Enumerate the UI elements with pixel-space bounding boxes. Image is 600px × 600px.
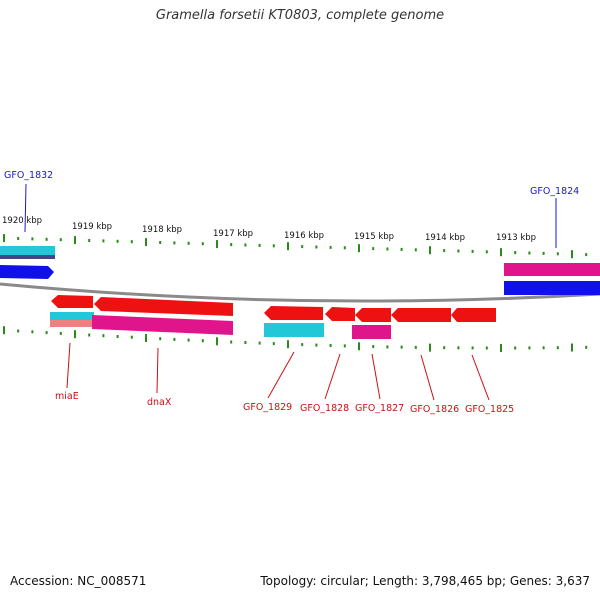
topology-text: Topology: circular; Length: 3,798,465 bp… xyxy=(260,574,590,588)
top-tick-row xyxy=(3,234,588,259)
kbp-label-1914: 1914 kbp xyxy=(425,233,465,243)
cds-arrow-GFO_1827[interactable] xyxy=(355,308,391,322)
leader-GFO_1825 xyxy=(471,354,490,401)
gene-feature-magenta-right[interactable] xyxy=(504,263,600,276)
gene-feature-cyan-miaE[interactable] xyxy=(50,312,94,320)
cds-arrow-GFO_1825[interactable] xyxy=(451,308,496,322)
gene-label-miaE[interactable]: miaE xyxy=(55,391,79,402)
gene-label-GFO_1829[interactable]: GFO_1829 xyxy=(243,402,292,413)
cds-arrow-miaE[interactable] xyxy=(51,295,93,308)
cds-arrow-dnaX[interactable] xyxy=(94,297,233,316)
gene-feature-blue-right[interactable] xyxy=(504,281,600,295)
accession-text: Accession: NC_008571 xyxy=(10,574,147,588)
kbp-scale: 1920 kbp 1919 kbp 1918 kbp 1917 kbp 1916… xyxy=(2,216,536,243)
leader-GFO_1827 xyxy=(371,353,381,400)
cds-arrow-GFO_1829[interactable] xyxy=(264,306,323,320)
gene-label-GFO_1824[interactable]: GFO_1824 xyxy=(530,186,579,197)
gene-feature-cyan-left[interactable] xyxy=(0,246,55,255)
gene-feature-pink-miaE[interactable] xyxy=(50,320,94,327)
kbp-label-1920: 1920 kbp xyxy=(2,216,42,226)
gene-label-GFO_1825[interactable]: GFO_1825 xyxy=(465,404,514,415)
cds-arrow-GFO_1826[interactable] xyxy=(391,308,451,322)
leader-GFO_1826 xyxy=(420,354,435,401)
gene-feature-magenta-GFO_1827[interactable] xyxy=(352,325,391,339)
leader-GFO_1832 xyxy=(24,183,27,233)
kbp-label-1917: 1917 kbp xyxy=(213,229,253,239)
kbp-label-1913: 1913 kbp xyxy=(496,233,536,243)
kbp-label-1919: 1919 kbp xyxy=(72,222,112,232)
gene-label-GFO_1832[interactable]: GFO_1832 xyxy=(4,170,53,181)
genome-backbone xyxy=(0,282,600,303)
leader-GFO_1828 xyxy=(324,353,341,400)
gene-feature-cyan-GFO_1829[interactable] xyxy=(264,323,324,337)
cds-arrow-GFO_1828[interactable] xyxy=(325,307,355,321)
gene-label-GFO_1827[interactable]: GFO_1827 xyxy=(355,403,404,414)
map-title: Gramella forsetii KT0803, complete genom… xyxy=(155,8,445,23)
cds-arrow-blue-left[interactable] xyxy=(0,265,54,279)
kbp-label-1916: 1916 kbp xyxy=(284,231,324,241)
gene-feature-magenta-dnaX[interactable] xyxy=(92,315,233,335)
leader-dnaX xyxy=(156,347,159,394)
kbp-label-1915: 1915 kbp xyxy=(354,232,394,242)
leader-GFO_1829 xyxy=(267,351,295,399)
gene-label-GFO_1826[interactable]: GFO_1826 xyxy=(410,404,459,415)
bottom-tick-row xyxy=(3,326,588,352)
gene-label-dnaX[interactable]: dnaX xyxy=(147,397,172,408)
gene-label-GFO_1828[interactable]: GFO_1828 xyxy=(300,403,349,414)
leader-miaE xyxy=(66,342,71,389)
gene-feature-blue-left-thin[interactable] xyxy=(0,255,55,259)
kbp-label-1918: 1918 kbp xyxy=(142,225,182,235)
